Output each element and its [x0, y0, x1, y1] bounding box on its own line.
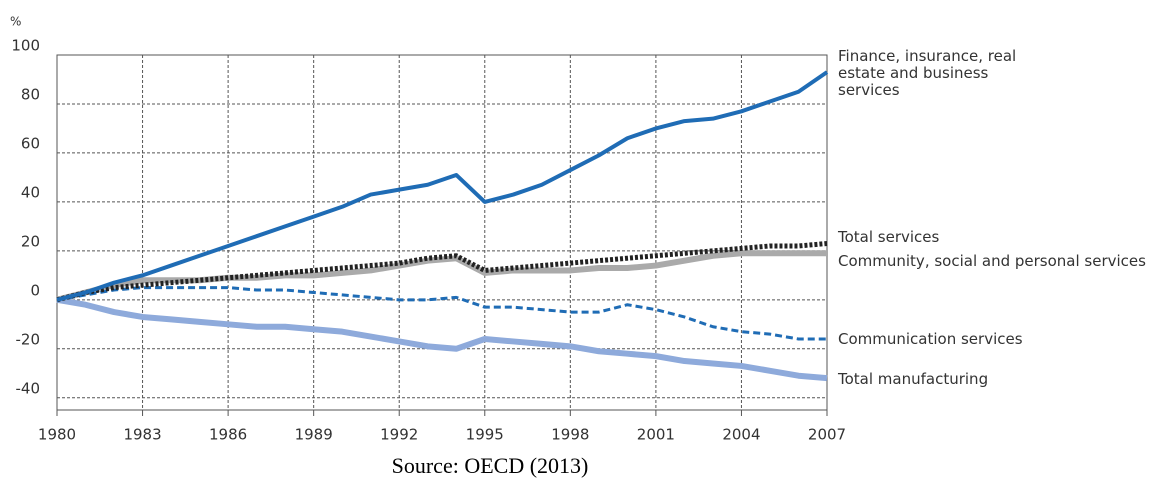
y-tick-label: -20: [16, 330, 41, 348]
y-tick-label: 80: [21, 85, 40, 103]
plot-frame: [56, 54, 828, 411]
x-tick-label: 1995: [466, 426, 504, 444]
series-label: Community, social and personal services: [838, 252, 1146, 270]
series-label: Finance, insurance, real estate and busi…: [838, 47, 1017, 99]
series-label: Communication services: [838, 330, 1023, 348]
series-line: [56, 296, 828, 382]
x-tick-label: 2004: [722, 426, 760, 444]
x-tick-label: 1989: [295, 426, 333, 444]
y-tick-label: -40: [16, 379, 41, 397]
x-tick-label: 2007: [808, 426, 846, 444]
series-line: [56, 286, 827, 341]
x-tick-label: 1998: [551, 426, 589, 444]
y-tick-label: 100: [11, 37, 40, 55]
series-label: Total manufacturing: [838, 370, 989, 388]
x-tick-label: 1986: [209, 426, 247, 444]
y-axis-unit: %: [10, 15, 21, 29]
x-tick-label: 1983: [123, 426, 161, 444]
series-line: [56, 70, 829, 302]
x-tick-label: 1980: [38, 426, 76, 444]
series-line: [56, 250, 827, 303]
x-tick-label: 2001: [637, 426, 675, 444]
series-line: [56, 241, 828, 303]
x-tick-label: 1992: [380, 426, 418, 444]
source-note: Source: OECD (2013): [391, 453, 589, 478]
y-tick-label: 60: [21, 134, 40, 152]
y-tick-label: 0: [30, 281, 40, 299]
series-label: Total services: [838, 228, 940, 246]
y-tick-label: 40: [21, 183, 40, 201]
y-tick-label: 20: [21, 232, 40, 250]
